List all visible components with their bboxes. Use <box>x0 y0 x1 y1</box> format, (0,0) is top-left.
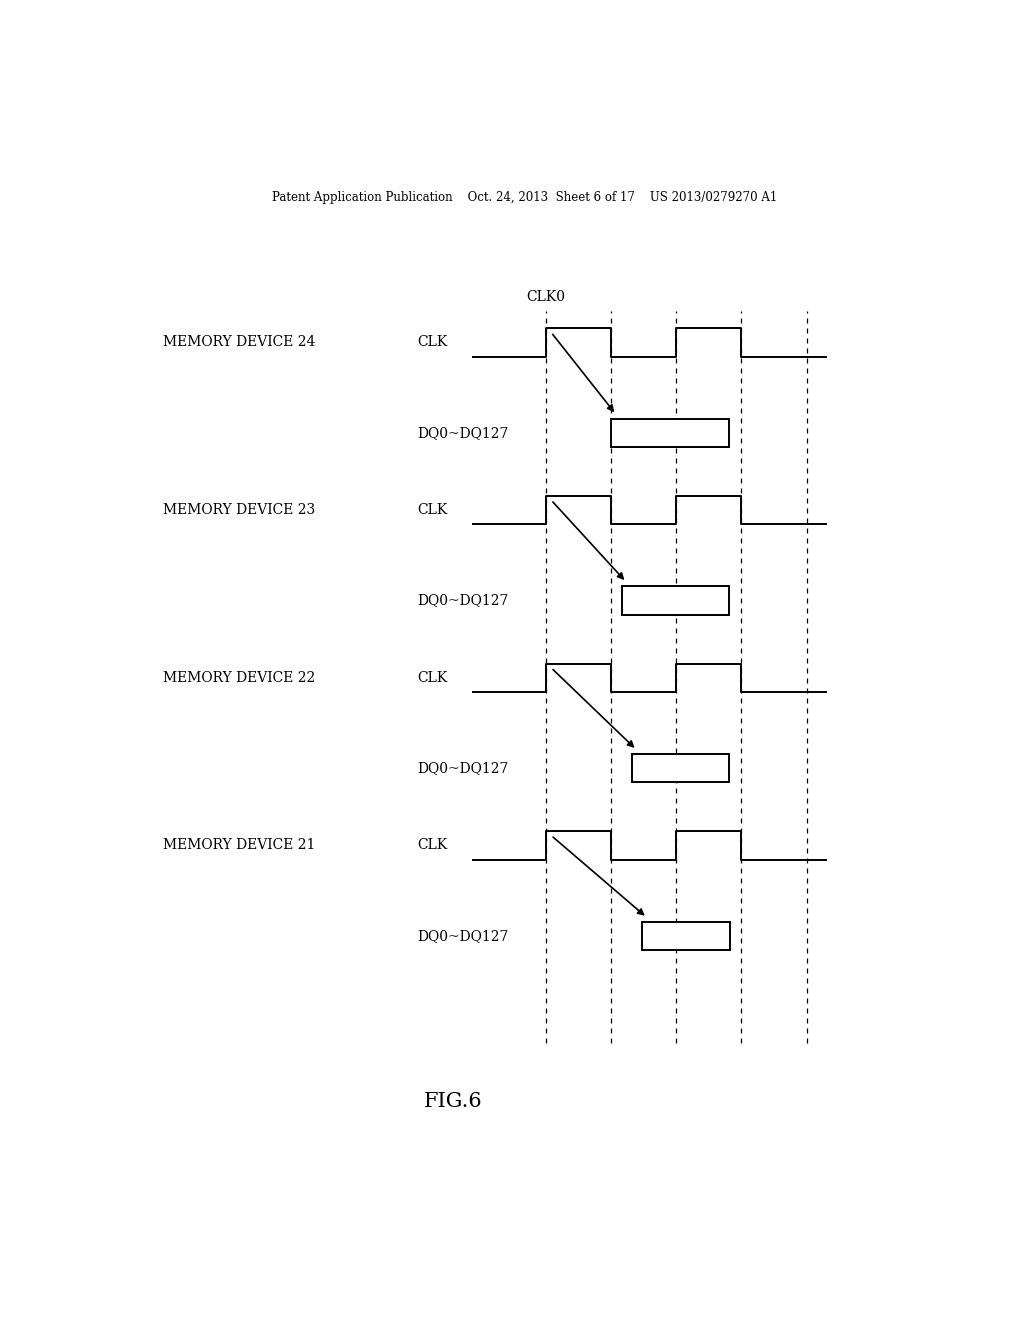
Bar <box>642 921 729 950</box>
Text: MEMORY DEVICE 24: MEMORY DEVICE 24 <box>163 335 315 350</box>
Bar <box>632 754 729 783</box>
Bar <box>622 586 729 615</box>
Text: DQ0~DQ127: DQ0~DQ127 <box>418 762 509 775</box>
Text: MEMORY DEVICE 23: MEMORY DEVICE 23 <box>163 503 315 517</box>
Text: CLK: CLK <box>418 838 447 853</box>
Text: MEMORY DEVICE 22: MEMORY DEVICE 22 <box>163 671 315 685</box>
Bar <box>611 418 729 447</box>
Text: FIG.6: FIG.6 <box>424 1092 482 1111</box>
Text: Patent Application Publication    Oct. 24, 2013  Sheet 6 of 17    US 2013/027927: Patent Application Publication Oct. 24, … <box>272 190 777 203</box>
Text: DQ0~DQ127: DQ0~DQ127 <box>418 929 509 942</box>
Text: CLK: CLK <box>418 335 447 350</box>
Text: CLK: CLK <box>418 503 447 517</box>
Text: DQ0~DQ127: DQ0~DQ127 <box>418 426 509 440</box>
Text: CLK0: CLK0 <box>526 290 565 304</box>
Text: CLK: CLK <box>418 671 447 685</box>
Text: DQ0~DQ127: DQ0~DQ127 <box>418 594 509 607</box>
Text: MEMORY DEVICE 21: MEMORY DEVICE 21 <box>163 838 315 853</box>
